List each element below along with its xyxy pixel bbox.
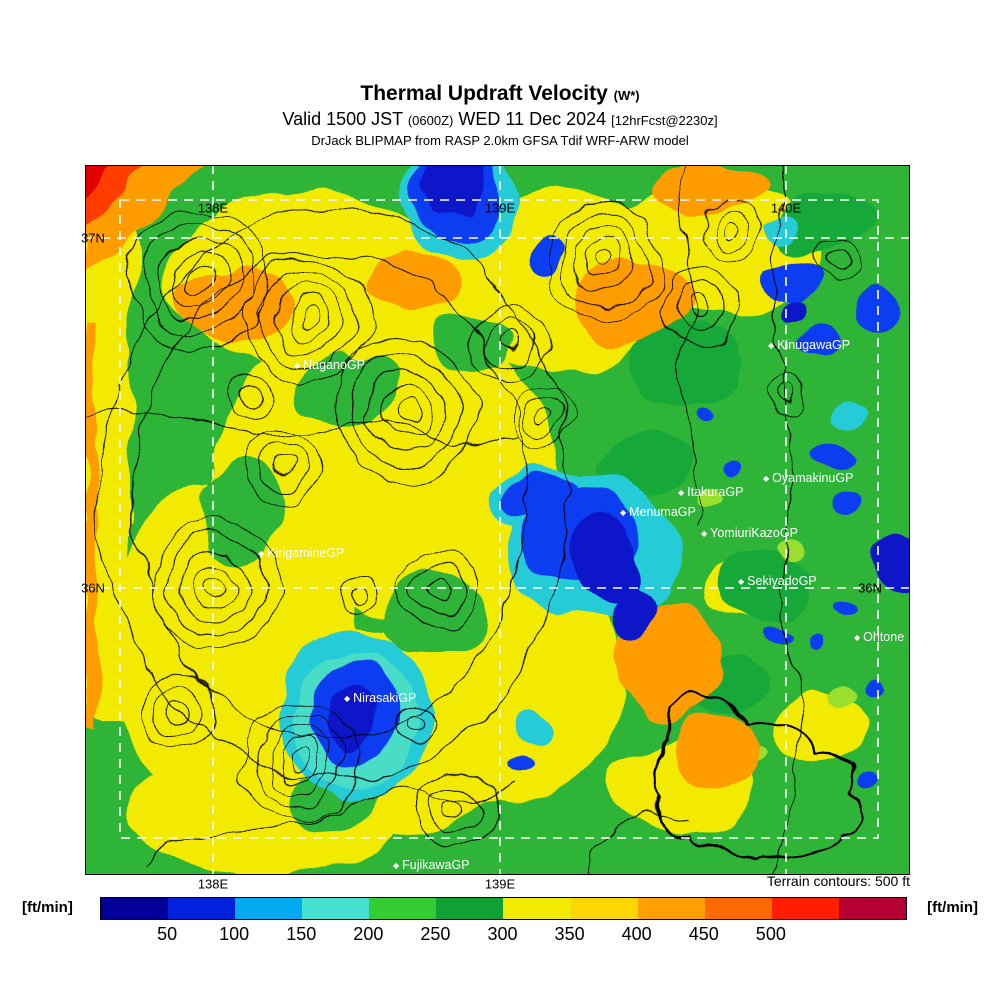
site-diamond-icon: ◆	[738, 577, 745, 586]
site-label: NaganoGP	[303, 358, 366, 372]
map-svg	[85, 165, 910, 875]
site-diamond-icon: ◆	[344, 694, 351, 703]
site-marker-YomiuriKazoGP: ◆ YomiuriKazoGP	[701, 526, 798, 540]
colorbar-tick: 500	[755, 924, 786, 944]
site-diamond-icon: ◆	[294, 361, 301, 370]
site-label: KirigamineGP	[267, 546, 345, 560]
site-diamond-icon: ◆	[393, 861, 400, 870]
colorbar-unit-right: [ft/min]	[927, 899, 978, 916]
colorbar-tick: 350	[554, 924, 585, 944]
site-label: FujikawaGP	[402, 858, 470, 872]
colorbar-segment	[168, 898, 236, 919]
grid-label-top-140e: 140E	[770, 200, 802, 216]
site-diamond-icon: ◆	[763, 474, 770, 483]
site-marker-FujikawaGP: ◆ FujikawaGP	[393, 858, 470, 872]
site-marker-OyamakinuGP: ◆ OyamakinuGP	[763, 471, 853, 485]
site-marker-Ohtone: ◆ Ohtone	[854, 630, 904, 644]
valid-date: WED 11 Dec 2024	[458, 109, 607, 129]
site-marker-ItakuraGP: ◆ ItakuraGP	[678, 485, 743, 499]
colorbar-segment	[570, 898, 638, 919]
colorbar-segment	[637, 898, 705, 919]
colorbar-tick: 150	[286, 924, 317, 944]
colorbar-segment	[436, 898, 504, 919]
site-marker-NaganoGP: ◆ NaganoGP	[294, 358, 365, 372]
site-marker-NirasakiGP: ◆ NirasakiGP	[344, 691, 416, 705]
site-label: KinugawaGP	[777, 338, 851, 352]
colorbar-unit-left: [ft/min]	[22, 899, 73, 916]
site-label: Ohtone	[863, 630, 905, 644]
map-area: 138E 139E 140E 37N 36N 36N 138E 139E ◆ Na…	[81, 165, 910, 892]
page-title: Thermal Updraft Velocity (W*)	[0, 82, 1000, 108]
terrain-contours	[85, 165, 861, 875]
site-diamond-icon: ◆	[678, 488, 685, 497]
site-label: MenumaGP	[629, 505, 696, 519]
site-marker-KirigamineGP: ◆ KirigamineGP	[258, 546, 344, 560]
colorbar-tick: 300	[487, 924, 518, 944]
site-label: OyamakinuGP	[772, 471, 854, 485]
site-marker-KinugawaGP: ◆ KinugawaGP	[768, 338, 850, 352]
colorbar-segment	[101, 898, 169, 919]
valid-prefix: Valid 1500 JST	[282, 109, 403, 129]
header: Thermal Updraft Velocity (W*) Valid 1500…	[0, 82, 1000, 149]
colorbar-tick: 450	[688, 924, 719, 944]
colorbar-segment	[704, 898, 772, 919]
colorbar-tick: 50	[157, 924, 178, 944]
grid-label-left-37n: 37N	[81, 230, 105, 246]
grid-label-left-36n: 36N	[81, 580, 105, 596]
site-label: NirasakiGP	[353, 691, 417, 705]
site-diamond-icon: ◆	[620, 508, 627, 517]
colorbar-tick: 250	[420, 924, 451, 944]
colorbar-segment	[771, 898, 839, 919]
site-marker-SekiyadoGP: ◆ SekiyadoGP	[738, 574, 817, 588]
site-label: YomiuriKazoGP	[710, 526, 798, 540]
site-diamond-icon: ◆	[768, 341, 775, 350]
colorbar-segment	[838, 898, 906, 919]
site-diamond-icon: ◆	[258, 549, 265, 558]
title-note: (W*)	[613, 88, 640, 103]
map-border	[85, 165, 910, 875]
valid-line: Valid 1500 JST (0600Z) WED 11 Dec 2024 […	[0, 108, 1000, 132]
grid-label-top-139e: 139E	[484, 200, 516, 216]
colorbar-tick: 400	[621, 924, 652, 944]
colorbar-segment	[302, 898, 370, 919]
colorbar	[100, 897, 907, 920]
site-diamond-icon: ◆	[854, 633, 861, 642]
colorbar-tick: 100	[219, 924, 250, 944]
colorbar-ticks: 50 100 150 200 250 300 350 400 450 500	[100, 924, 905, 946]
colorbar-segment	[235, 898, 303, 919]
colorbar-tick: 200	[353, 924, 384, 944]
title-text: Thermal Updraft Velocity	[360, 82, 608, 105]
valid-zulu: (0600Z)	[407, 113, 454, 128]
boundary-outline	[655, 697, 867, 862]
site-diamond-icon: ◆	[701, 529, 708, 538]
terrain-contours-note: Terrain contours: 500 ft	[766, 873, 910, 889]
colorbar-segment	[503, 898, 571, 919]
site-label: SekiyadoGP	[747, 574, 817, 588]
site-marker-MenumaGP: ◆ MenumaGP	[620, 505, 696, 519]
grid-label-bottom-138e: 138E	[197, 876, 229, 892]
graticule	[85, 165, 910, 875]
grid-label-right-36n: 36N	[858, 580, 882, 596]
grid-label-top-138e: 138E	[197, 200, 229, 216]
site-label: ItakuraGP	[687, 485, 744, 499]
valid-fcst: [12hrFcst@2230z]	[611, 113, 718, 128]
model-line: DrJack BLIPMAP from RASP 2.0km GFSA Tdif…	[311, 133, 689, 148]
colorbar-segment	[369, 898, 437, 919]
grid-label-bottom-139e: 139E	[484, 876, 516, 892]
